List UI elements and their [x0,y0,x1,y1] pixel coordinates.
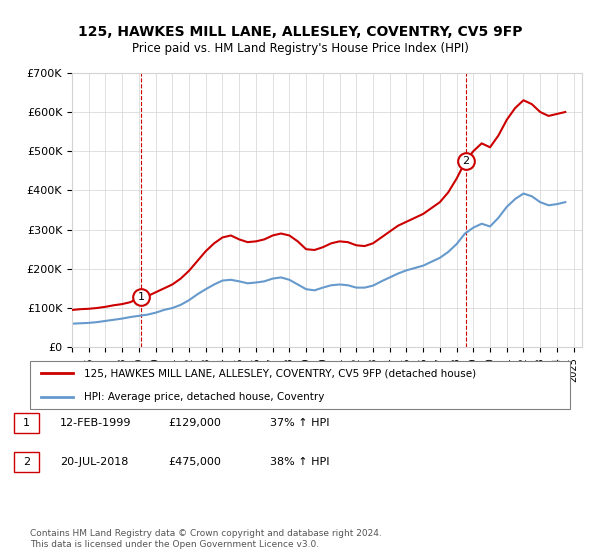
Text: Price paid vs. HM Land Registry's House Price Index (HPI): Price paid vs. HM Land Registry's House … [131,42,469,55]
Text: 20-JUL-2018: 20-JUL-2018 [60,457,128,467]
Text: 12-FEB-1999: 12-FEB-1999 [60,418,131,428]
Text: 1: 1 [137,292,145,302]
Text: 2: 2 [23,457,30,467]
Text: £129,000: £129,000 [168,418,221,428]
Text: £475,000: £475,000 [168,457,221,467]
Text: 37% ↑ HPI: 37% ↑ HPI [270,418,329,428]
Text: HPI: Average price, detached house, Coventry: HPI: Average price, detached house, Cove… [84,392,325,402]
Text: 1: 1 [23,418,30,428]
Text: Contains HM Land Registry data © Crown copyright and database right 2024.
This d: Contains HM Land Registry data © Crown c… [30,529,382,549]
Text: 125, HAWKES MILL LANE, ALLESLEY, COVENTRY, CV5 9FP: 125, HAWKES MILL LANE, ALLESLEY, COVENTR… [78,25,522,39]
Text: 125, HAWKES MILL LANE, ALLESLEY, COVENTRY, CV5 9FP (detached house): 125, HAWKES MILL LANE, ALLESLEY, COVENTR… [84,368,476,378]
Text: 38% ↑ HPI: 38% ↑ HPI [270,457,329,467]
FancyBboxPatch shape [30,361,570,409]
Text: 2: 2 [462,156,469,166]
